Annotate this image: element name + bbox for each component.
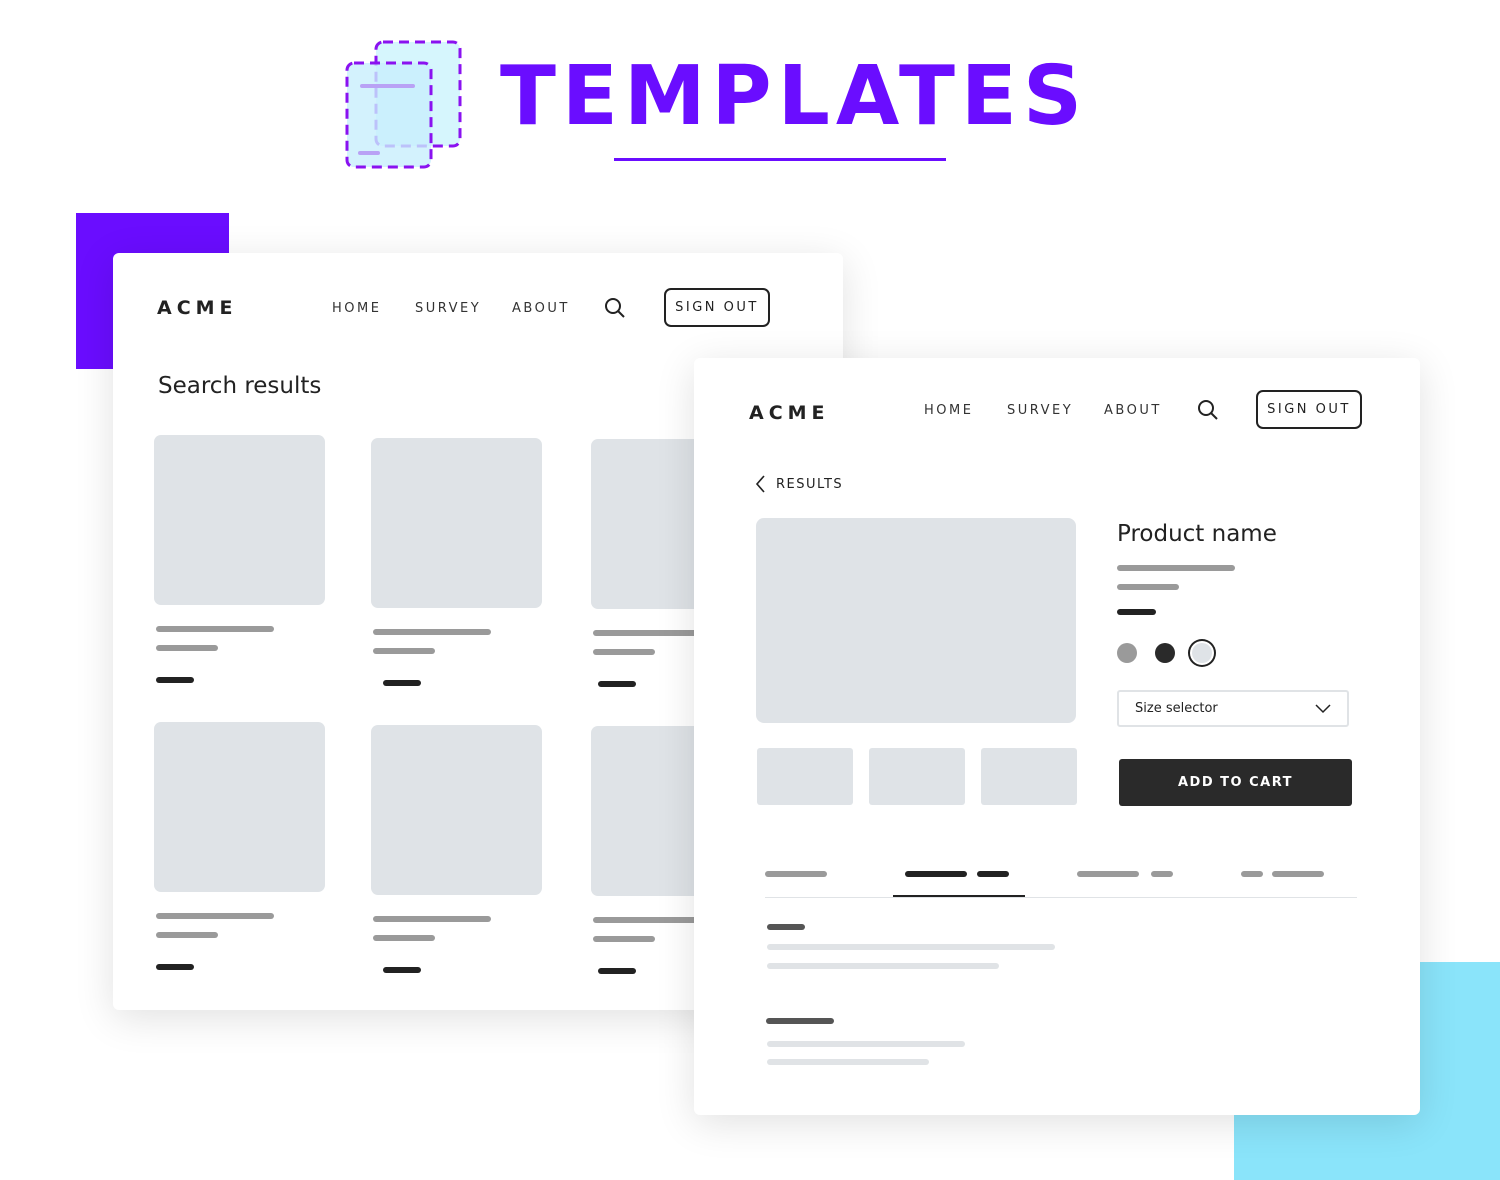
tab-4 [1272, 871, 1324, 877]
section-heading-placeholder [767, 924, 805, 930]
tab-4[interactable] [1241, 871, 1263, 877]
product-main-image [756, 518, 1076, 723]
active-tab-indicator [893, 895, 1025, 897]
tab-3 [1151, 871, 1173, 877]
results-heading: Search results [158, 373, 322, 399]
page-title: TEMPLATES [500, 49, 1089, 144]
search-icon[interactable] [604, 297, 626, 319]
product-name: Product name [1117, 521, 1277, 547]
price-placeholder [156, 964, 194, 970]
tab-2-active [977, 871, 1009, 877]
placeholder-line [593, 630, 711, 636]
templates-icon [345, 40, 462, 169]
price-placeholder [383, 967, 421, 973]
add-to-cart-button[interactable]: ADD TO CART [1119, 759, 1352, 806]
text-placeholder [767, 1059, 929, 1065]
back-label: RESULTS [776, 476, 844, 492]
placeholder-line [1117, 584, 1179, 590]
color-swatch[interactable] [1192, 643, 1212, 663]
size-selector-dropdown[interactable]: Size selector [1117, 690, 1349, 727]
nav-survey[interactable]: SURVEY [415, 301, 482, 316]
placeholder-line [593, 917, 711, 923]
logo: ACME [157, 297, 238, 319]
tab-3[interactable] [1077, 871, 1139, 877]
product-thumbnail[interactable] [869, 748, 965, 805]
product-thumbnail[interactable] [757, 748, 853, 805]
placeholder-line [373, 648, 435, 654]
placeholder-line [373, 629, 491, 635]
placeholder-line [1117, 565, 1235, 571]
nav-home[interactable]: HOME [332, 301, 382, 316]
color-swatch[interactable] [1117, 643, 1137, 663]
title-underline [614, 158, 946, 161]
back-to-results-link[interactable]: RESULTS [754, 474, 843, 494]
text-placeholder [767, 963, 999, 969]
text-placeholder [767, 1041, 965, 1047]
placeholder-line [156, 645, 218, 651]
nav-home[interactable]: HOME [924, 403, 974, 418]
search-icon[interactable] [1197, 399, 1219, 421]
placeholder-line [373, 935, 435, 941]
placeholder-line [156, 913, 274, 919]
chevron-down-icon [1315, 703, 1331, 713]
color-swatch[interactable] [1155, 643, 1175, 663]
tab-1[interactable] [765, 871, 827, 877]
price-placeholder [1117, 609, 1156, 615]
price-placeholder [383, 680, 421, 686]
result-tile[interactable] [371, 438, 542, 608]
logo: ACME [749, 402, 830, 424]
sign-out-button[interactable]: SIGN OUT [1256, 390, 1362, 429]
price-placeholder [156, 677, 194, 683]
text-placeholder [767, 944, 1055, 950]
price-placeholder [598, 968, 636, 974]
sign-out-button[interactable]: SIGN OUT [664, 288, 770, 327]
placeholder-line [593, 936, 655, 942]
product-window: ACME HOME SURVEY ABOUT SIGN OUT RESULTS … [694, 358, 1420, 1115]
size-selector-value: Size selector [1135, 701, 1218, 716]
nav-about[interactable]: ABOUT [512, 301, 570, 316]
result-tile[interactable] [371, 725, 542, 895]
nav-survey[interactable]: SURVEY [1007, 403, 1074, 418]
placeholder-line [593, 649, 655, 655]
placeholder-line [156, 932, 218, 938]
result-tile[interactable] [154, 435, 325, 605]
chevron-left-icon [755, 475, 765, 493]
placeholder-line [156, 626, 274, 632]
placeholder-line [373, 916, 491, 922]
product-thumbnail[interactable] [981, 748, 1077, 805]
price-placeholder [598, 681, 636, 687]
nav-about[interactable]: ABOUT [1104, 403, 1162, 418]
tab-2-active[interactable] [905, 871, 967, 877]
tabs-divider [765, 897, 1357, 898]
section-heading-placeholder [766, 1018, 834, 1024]
result-tile[interactable] [154, 722, 325, 892]
